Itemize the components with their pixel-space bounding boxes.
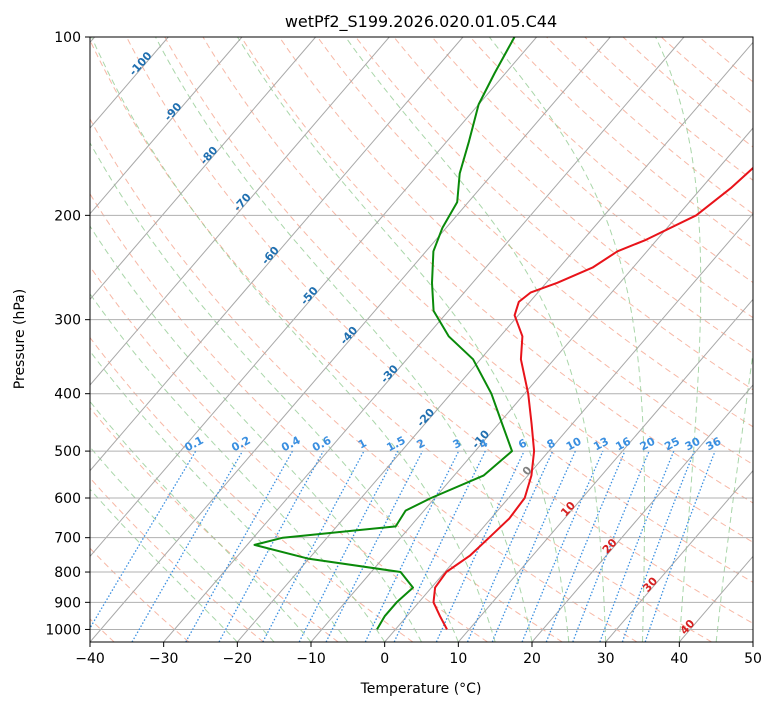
mixing-ratio-label: 25 [662, 435, 682, 454]
mixing-ratio-line [572, 450, 650, 642]
mixing-ratio-line [185, 450, 294, 642]
moist-adiabat [237, 37, 570, 642]
mixing-ratio-lines [90, 450, 716, 642]
moist-adiabat [655, 37, 702, 642]
y-tick-label: 400 [54, 387, 81, 403]
mixing-ratio-line [521, 450, 604, 642]
pressure-gridlines [90, 37, 753, 630]
x-tick-label: 50 [744, 651, 762, 667]
mixing-ratio-label: 20 [638, 435, 658, 454]
isotherm [457, 298, 753, 642]
isotherm [236, 41, 753, 642]
mixing-ratio-label: 16 [613, 435, 633, 454]
y-tick-label: 1000 [45, 622, 81, 638]
x-axis-label: Temperature (°C) [360, 681, 482, 697]
moist-adiabat [90, 293, 386, 642]
y-tick-label: 600 [54, 491, 81, 507]
mixing-ratio-label: 30 [683, 435, 703, 454]
chart-title: wetPf2_S199.2026.020.01.05.C44 [285, 12, 557, 32]
x-tick-label: −30 [149, 651, 179, 667]
moist-adiabat [155, 37, 533, 642]
moist-adiabat [345, 37, 607, 642]
isotherm [163, 37, 685, 642]
dry-adiabat [317, 37, 753, 428]
y-tick-label: 500 [54, 444, 81, 460]
moist-adiabat [488, 37, 646, 642]
y-tick-label: 300 [54, 313, 81, 329]
dry-adiabat [584, 37, 753, 181]
y-tick-label: 100 [54, 30, 81, 46]
mixing-ratio-labels: 0.1 0.2 0.4 0.6 1 1.5 2 3 4 6 8 10 13 16 20 25 30 36 [182, 434, 723, 455]
moist-adiabats [90, 37, 753, 642]
mixing-ratio-line [364, 450, 460, 642]
isotherm [384, 212, 753, 642]
moist-adiabat [90, 446, 275, 642]
y-tick-label: 700 [54, 531, 81, 547]
mixing-ratio-line [545, 450, 626, 642]
y-tick-label: 200 [54, 208, 81, 224]
x-tick-label: 10 [449, 651, 467, 667]
isotherm [310, 127, 753, 642]
moist-adiabat [90, 400, 312, 642]
y-tick-label: 900 [54, 595, 81, 611]
temperature-profile-line [432, 166, 753, 630]
x-tick-label: −20 [223, 651, 253, 667]
x-tick-label: 0 [380, 651, 389, 667]
mixing-ratio-line [298, 450, 399, 642]
dry-adiabat [355, 37, 753, 391]
mixing-ratio-line [599, 450, 675, 642]
isotherm [90, 37, 464, 472]
plot-frame [89, 36, 754, 643]
dry-adiabat [126, 37, 753, 624]
isotherm [605, 469, 753, 642]
isotherm [90, 37, 538, 558]
x-tick-label: 40 [670, 651, 688, 667]
moist-adiabat [90, 141, 459, 642]
mixing-ratio-label: 13 [591, 435, 611, 454]
mixing-ratio-line [393, 450, 486, 642]
isotherm [90, 37, 390, 386]
dry-adiabat [164, 37, 753, 583]
moist-adiabat [715, 349, 753, 642]
mixing-ratio-line [262, 450, 365, 642]
y-axis: 100 200 300 400 500 600 700 800 900 1000 [45, 30, 90, 638]
mixing-ratio-line [218, 450, 324, 642]
x-tick-label: −10 [296, 651, 326, 667]
dry-adiabat [90, 477, 264, 642]
dry-adiabat [202, 37, 753, 543]
isotherm [90, 37, 243, 215]
dewpoint-profile-line [253, 37, 516, 630]
x-tick-label: 20 [523, 651, 541, 667]
dry-adiabat [508, 37, 753, 249]
dry-adiabat [546, 37, 753, 215]
y-axis-label: Pressure (hPa) [12, 289, 28, 389]
isotherms [90, 37, 753, 642]
moist-adiabat [90, 225, 422, 642]
x-axis: −40 −30 −20 −10 0 10 20 30 40 50 [75, 642, 762, 667]
dry-adiabat [90, 192, 563, 642]
moist-adiabat [91, 37, 496, 642]
dry-adiabat [278, 37, 753, 466]
isotherm [90, 37, 611, 642]
x-tick-label: 30 [597, 651, 615, 667]
mixing-ratio-line [621, 450, 695, 642]
dry-adiabat [90, 336, 414, 642]
profile-series [253, 37, 753, 630]
mixing-ratio-line [325, 450, 424, 642]
moist-adiabat [90, 350, 349, 642]
isotherm [531, 384, 753, 642]
isotherm [90, 37, 317, 301]
dry-adiabat [393, 37, 753, 355]
plot-area: -100-90-80-70-60-50-40-30-20-10010203040… [90, 37, 753, 642]
mixing-ratio-label: 10 [564, 435, 584, 454]
mixing-ratio-line [644, 450, 716, 642]
x-tick-label: −40 [75, 651, 105, 667]
mixing-ratio-label: 36 [704, 435, 724, 454]
y-tick-label: 800 [54, 565, 81, 581]
